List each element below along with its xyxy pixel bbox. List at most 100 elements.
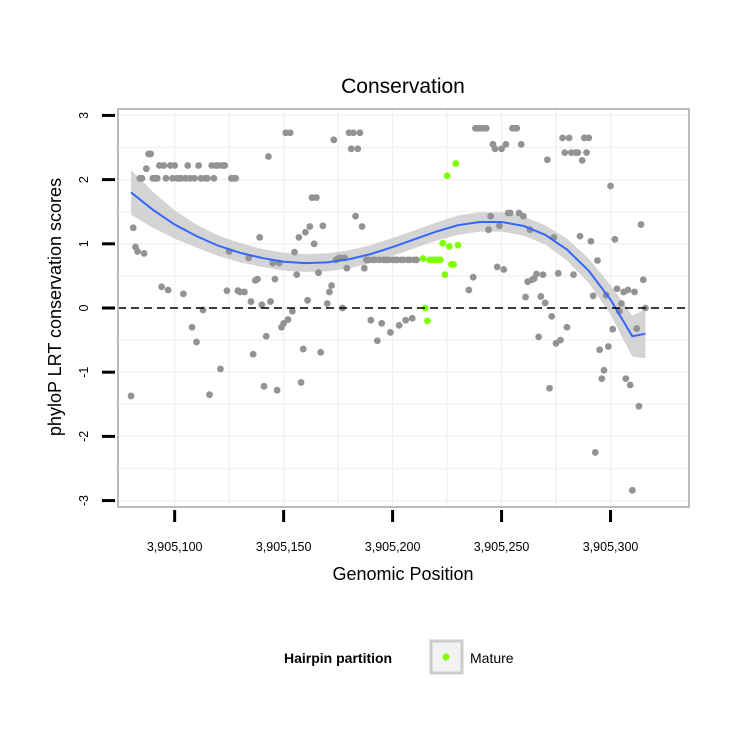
point-other — [254, 275, 261, 283]
y-tick-label: -2 — [77, 431, 91, 442]
point-mature — [437, 256, 444, 264]
point-other — [188, 323, 196, 331]
point-other — [574, 149, 582, 157]
point-other — [513, 124, 521, 132]
point-mature — [445, 242, 453, 250]
point-other — [288, 307, 296, 315]
point-other — [241, 288, 248, 296]
point-other — [604, 343, 612, 350]
y-tick-label: -3 — [77, 495, 91, 506]
point-other — [184, 162, 192, 169]
point-other — [498, 145, 505, 153]
point-other — [127, 392, 135, 400]
point-other — [306, 223, 314, 230]
point-other — [354, 145, 362, 153]
point-other — [271, 275, 279, 283]
x-tick-label: 3,905,100 — [147, 540, 203, 554]
point-other — [315, 269, 322, 277]
legend-title: Hairpin partition — [284, 650, 392, 666]
y-tick-label: 3 — [77, 112, 91, 119]
point-mature — [441, 271, 449, 279]
point-other — [302, 228, 309, 236]
point-other — [607, 182, 614, 190]
point-other — [402, 316, 410, 324]
y-tick-label: -1 — [77, 367, 91, 378]
point-other — [326, 288, 333, 296]
point-other — [217, 365, 224, 373]
point-other — [469, 273, 477, 281]
point-other — [493, 263, 501, 271]
point-other — [631, 288, 638, 296]
point-other — [378, 320, 386, 327]
point-other — [561, 149, 569, 157]
point-other — [626, 381, 634, 389]
point-other — [635, 402, 643, 410]
point-other — [596, 346, 604, 354]
point-other — [543, 156, 551, 164]
point-other — [317, 348, 325, 356]
point-other — [293, 271, 301, 279]
point-other — [367, 316, 375, 324]
point-other — [153, 174, 161, 182]
point-mature — [424, 317, 431, 325]
point-other — [522, 293, 529, 301]
y-tick-label: 1 — [77, 240, 91, 247]
point-other — [485, 226, 492, 234]
point-other — [134, 248, 142, 255]
point-other — [578, 156, 586, 164]
point-other — [506, 209, 514, 217]
point-other — [232, 174, 240, 182]
point-other — [622, 375, 630, 383]
point-other — [247, 298, 255, 305]
point-other — [395, 321, 403, 329]
point-other — [594, 257, 601, 264]
point-other — [502, 140, 510, 148]
point-other — [487, 212, 495, 220]
point-other — [559, 134, 566, 142]
point-other — [500, 266, 508, 273]
point-other — [624, 286, 632, 294]
point-other — [164, 286, 172, 294]
point-mature — [421, 304, 429, 312]
point-other — [358, 223, 366, 230]
point-other — [140, 250, 148, 257]
point-other — [269, 259, 277, 267]
point-other — [546, 384, 553, 392]
point-other — [328, 282, 335, 289]
point-mature — [452, 160, 460, 167]
point-other — [221, 162, 229, 169]
point-other — [600, 366, 608, 374]
gridlines — [118, 109, 689, 507]
point-other — [583, 149, 590, 157]
point-other — [613, 285, 621, 293]
point-other — [330, 136, 338, 144]
point-other — [323, 300, 331, 307]
point-other — [535, 333, 543, 341]
point-other — [548, 312, 556, 320]
point-other — [347, 145, 355, 153]
point-other — [576, 232, 584, 240]
point-other — [258, 301, 266, 309]
point-other — [537, 293, 545, 300]
scatter-points — [127, 124, 649, 494]
point-other — [639, 276, 647, 284]
point-other — [585, 134, 593, 142]
point-mature — [439, 239, 447, 247]
point-other — [611, 235, 619, 243]
point-other — [519, 212, 527, 220]
x-tick-label: 3,905,200 — [365, 540, 421, 554]
x-tick-label: 3,905,150 — [256, 540, 312, 554]
point-other — [267, 298, 274, 305]
point-other — [284, 316, 292, 323]
y-tick-label: 2 — [77, 176, 91, 183]
point-other — [465, 286, 473, 294]
point-other — [539, 271, 547, 279]
point-mature — [450, 260, 458, 268]
legend: Hairpin partition Mature — [284, 639, 514, 675]
plot-frame — [117, 108, 690, 508]
point-other — [554, 269, 562, 277]
point-other — [587, 237, 595, 245]
point-other — [517, 140, 525, 148]
legend-label-mature: Mature — [470, 650, 514, 666]
